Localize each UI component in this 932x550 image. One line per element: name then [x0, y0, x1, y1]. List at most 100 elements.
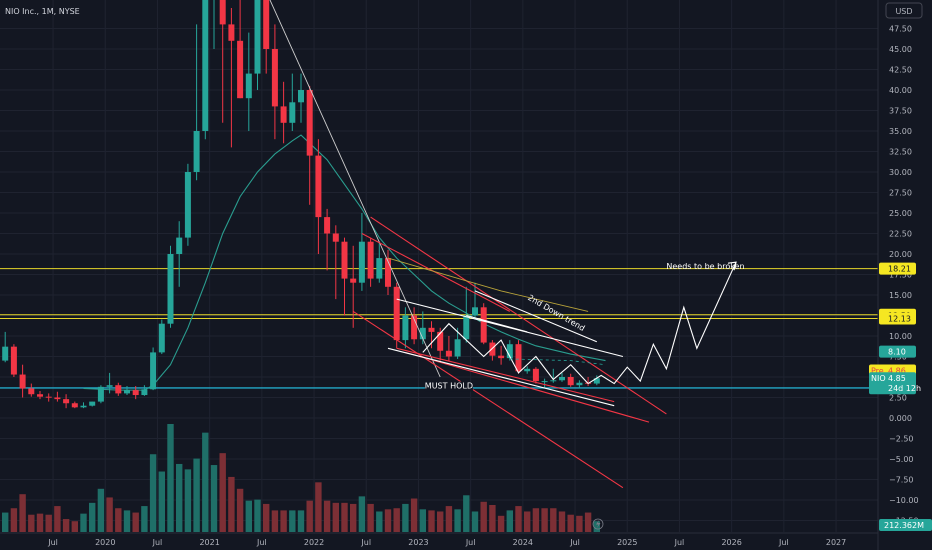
candle-body: [19, 374, 26, 389]
candle-body: [193, 131, 200, 172]
y-tick-label: 20.00: [889, 250, 912, 259]
volume-bar: [280, 510, 287, 532]
level-badge: [879, 312, 916, 325]
volume-bar: [341, 502, 348, 532]
volume-bar: [332, 502, 339, 532]
y-tick-label: 45.00: [889, 45, 912, 54]
volume-bar: [463, 495, 470, 532]
x-tick-label: 2023: [408, 538, 428, 547]
annotation-text: MUST HOLD: [425, 381, 473, 390]
candle-body: [445, 350, 452, 357]
price-badge: [869, 372, 916, 395]
volume-bar: [71, 521, 78, 532]
trend-line: [387, 347, 615, 407]
candle-body: [419, 327, 426, 340]
volume-bar: [437, 511, 444, 532]
y-tick-label: 30.00: [889, 168, 912, 177]
volume-bar: [393, 508, 400, 532]
candle-body: [498, 355, 505, 359]
volume-bar: [219, 453, 226, 532]
x-tick-label: 2026: [721, 538, 741, 547]
volume-bar: [210, 465, 218, 532]
y-tick-label: 42.50: [889, 66, 912, 75]
candle-body: [2, 346, 9, 361]
y-tick-label: −7.50: [889, 476, 914, 485]
volume-bar: [358, 496, 366, 532]
candle-body: [541, 381, 548, 383]
y-tick-label: 40.00: [889, 86, 912, 95]
volume-bar: [541, 508, 548, 532]
candle-body: [306, 90, 313, 156]
volume-bar: [184, 469, 192, 532]
candle-body: [463, 315, 470, 340]
x-tick-label: Jul: [569, 538, 580, 547]
candle-body: [184, 172, 191, 238]
y-tick-label: 15.00: [889, 291, 912, 300]
volume-bar: [236, 488, 244, 532]
x-tick-label: Jul: [360, 538, 371, 547]
candle-body: [228, 24, 235, 41]
volume-bar: [445, 506, 453, 532]
candle-body: [315, 155, 322, 218]
volume-bar: [550, 508, 557, 532]
volume-bar: [367, 503, 374, 532]
candle-body: [263, 0, 270, 49]
x-tick-label: 2022: [304, 538, 324, 547]
volume-bar: [419, 509, 426, 532]
moving-average: [83, 134, 606, 391]
volume-bar: [19, 494, 26, 532]
candle-body: [376, 258, 383, 279]
x-tick-label: Jul: [778, 538, 789, 547]
candle-body: [411, 315, 418, 340]
candle-body: [332, 233, 339, 242]
candle-body: [428, 327, 435, 332]
trend-line: [422, 322, 589, 384]
volume-bar: [176, 463, 183, 532]
candle-body: [28, 388, 35, 395]
price-badge-prefix: NIO: [871, 374, 886, 383]
volume-bar: [149, 454, 157, 532]
volume-badge: [879, 519, 932, 531]
candle-body: [80, 405, 87, 408]
volume-badge-text: 212.362M: [884, 521, 924, 530]
x-tick-label: Jul: [152, 538, 163, 547]
trend-drawings: [269, 0, 737, 489]
candle-body: [158, 323, 165, 353]
trend-line: [396, 347, 615, 403]
candle-body: [324, 217, 331, 234]
trend-line: [405, 351, 650, 423]
volume-bar: [454, 509, 461, 532]
candle-body: [367, 241, 374, 279]
volume-bar: [97, 488, 105, 532]
price-badge-countdown: 24d 12h: [888, 384, 921, 393]
volume-bar: [132, 512, 139, 532]
candle-body: [298, 90, 304, 103]
y-tick-label: 2.50: [889, 394, 907, 403]
volume-bar: [471, 511, 479, 532]
x-tick-label: 2024: [513, 538, 533, 547]
price-axis-panel[interactable]: [878, 0, 932, 550]
candle-body: [124, 390, 130, 394]
volume-bar: [402, 503, 409, 532]
candle-body: [176, 237, 183, 254]
trend-line: [370, 216, 667, 415]
trend-line: [269, 0, 441, 378]
candle-body: [254, 0, 261, 74]
y-tick-label: 35.00: [889, 127, 912, 136]
price-badge-text: 4.86: [888, 366, 906, 375]
candle-body: [245, 73, 252, 99]
volume-bar: [428, 510, 435, 532]
candle-body: [402, 315, 409, 341]
flash-icon[interactable]: [592, 518, 604, 530]
candle-body: [37, 394, 43, 397]
currency-button[interactable]: [885, 2, 923, 19]
candle-body: [385, 258, 391, 287]
candle-body: [454, 339, 461, 357]
volume-bar: [245, 500, 252, 532]
currency-label: USD: [895, 7, 912, 16]
candle-body: [237, 40, 244, 99]
trend-line: [509, 358, 606, 366]
candle-body: [10, 346, 17, 375]
level-badge-text: 18.21: [888, 265, 911, 274]
